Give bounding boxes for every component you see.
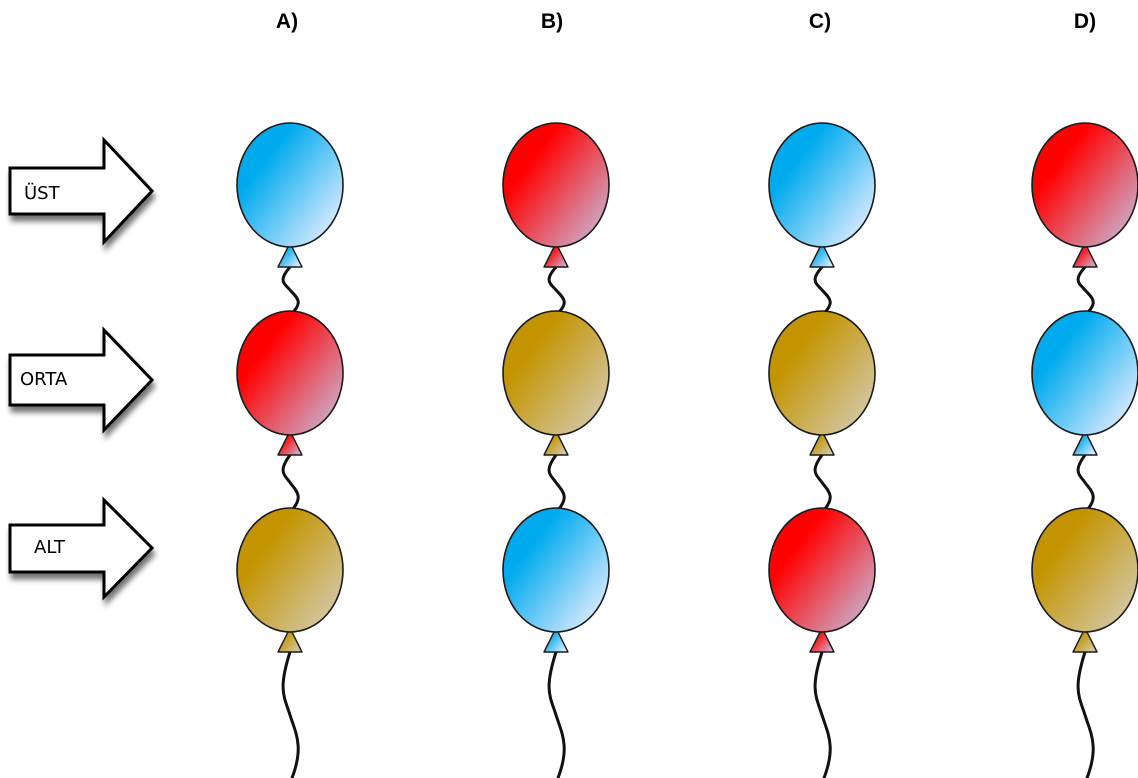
- balloon-c-orta-gold: [768, 310, 876, 436]
- row-label-ust: ÜST: [24, 182, 61, 204]
- balloon-column-a: [236, 122, 344, 778]
- balloon-c-ust-blue: [768, 122, 876, 248]
- arrow-orta-shape: [8, 326, 155, 434]
- balloon-d-ust-red: [1031, 122, 1138, 248]
- balloon-string: [813, 650, 832, 778]
- balloon-string: [813, 453, 832, 512]
- balloon-string: [1076, 650, 1095, 778]
- option-label-b: B): [541, 10, 563, 33]
- balloon-string: [281, 265, 300, 315]
- balloon-string: [1076, 453, 1095, 512]
- balloon-b-ust-red: [502, 122, 610, 248]
- balloon-string: [281, 650, 300, 778]
- row-arrows: [8, 136, 155, 601]
- balloon-knot: [1072, 242, 1098, 268]
- balloon-knot: [277, 627, 303, 653]
- balloon-b-orta-gold: [502, 310, 610, 436]
- balloon-d-orta-blue: [1031, 310, 1138, 436]
- balloon-knot: [809, 627, 835, 653]
- balloon-knot: [543, 242, 569, 268]
- balloon-knot: [809, 242, 835, 268]
- option-label-a: A): [276, 10, 298, 33]
- option-label-d: D): [1074, 10, 1096, 33]
- balloon-string: [547, 265, 566, 315]
- balloon-knot: [543, 627, 569, 653]
- option-labels: A) B) C) D): [276, 10, 1096, 33]
- balloon-string: [547, 650, 566, 778]
- arrow-alt-shape: [8, 496, 155, 601]
- balloon-knot: [277, 242, 303, 268]
- row-labels: ÜST ORTA ALT: [20, 182, 68, 558]
- balloon-a-alt-gold: [236, 507, 344, 633]
- balloon-column-c: [768, 122, 876, 778]
- option-label-c: C): [809, 10, 831, 33]
- balloon-column-d: [1031, 122, 1138, 778]
- balloon-column-b: [502, 122, 610, 778]
- balloon-string: [813, 265, 832, 315]
- balloon-a-ust-blue: [236, 122, 344, 248]
- balloon-d-alt-gold: [1031, 507, 1138, 633]
- balloon-string: [1076, 265, 1095, 315]
- balloon-knot: [809, 430, 835, 456]
- arrow-ust-shape: [8, 136, 155, 246]
- balloon-knot: [1072, 430, 1098, 456]
- balloon-c-alt-red: [768, 507, 876, 633]
- row-label-alt: ALT: [34, 537, 66, 558]
- balloon-knot: [1072, 627, 1098, 653]
- balloon-knot: [277, 430, 303, 456]
- balloon-knot: [543, 430, 569, 456]
- balloon-string: [281, 453, 300, 512]
- balloon-string: [547, 453, 566, 512]
- balloon-a-orta-red: [236, 310, 344, 436]
- balloon-b-alt-blue: [502, 507, 610, 633]
- row-label-orta: ORTA: [20, 369, 68, 390]
- balloon-columns: [236, 122, 1138, 778]
